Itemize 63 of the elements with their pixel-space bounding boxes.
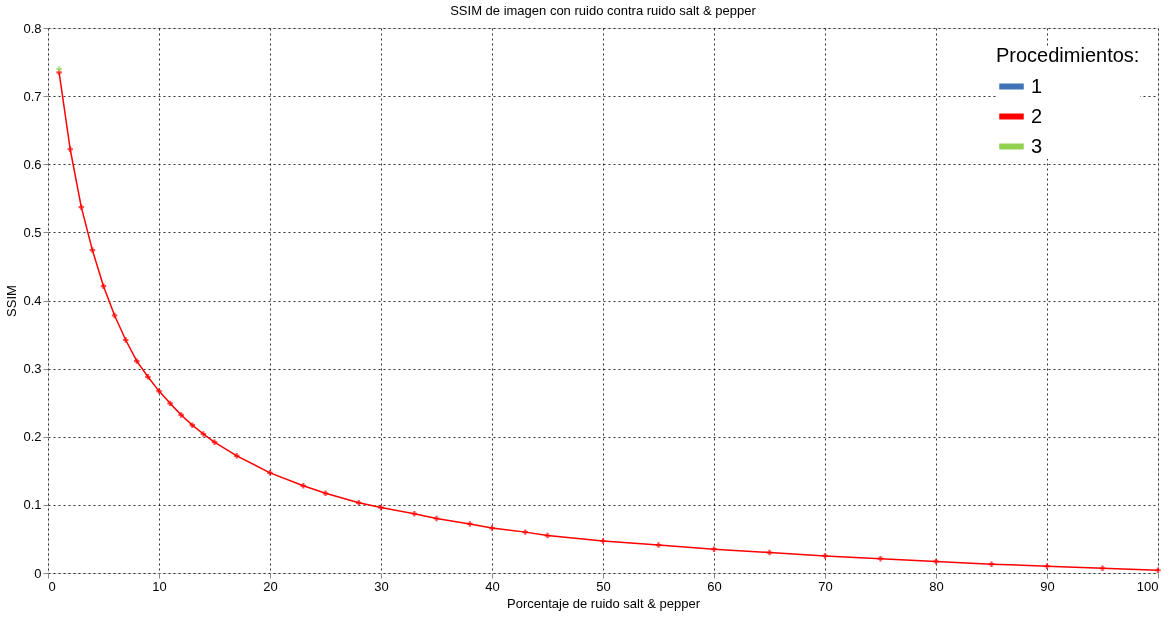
y-tick-label: 0.4 [23,293,42,308]
legend-title: Procedimientos: [996,44,1140,66]
point [322,490,329,497]
legend-label: 3 [1031,134,1043,157]
point [89,247,96,253]
point [178,412,184,418]
x-tick-label: 60 [707,578,722,594]
point [1155,567,1161,574]
x-tick-label: 40 [485,578,500,594]
x-tick-label: 20 [263,578,278,594]
point [522,529,529,535]
point [156,388,162,394]
point [933,558,939,565]
point [489,525,495,531]
y-tick-label: 0 [34,565,42,581]
y-tick-label: 0.3 [23,361,42,377]
point [134,358,140,364]
x-tick-label: 80 [929,578,944,594]
y-tick-label: 0.8 [23,20,42,36]
point [600,538,606,544]
point [433,515,440,522]
point [111,312,118,319]
point [378,504,384,511]
x-tick-label: 10 [152,578,167,594]
point [877,555,884,562]
point [233,453,240,459]
point [1044,563,1050,569]
point [67,146,73,152]
point [544,532,551,539]
x-tick-label: 30 [374,578,389,594]
x-tick-label: 100 [1136,578,1159,594]
x-axis-title: Porcentaje de ruido salt & pepper [507,595,701,611]
legend-label: 1 [1031,74,1043,97]
legend-label: 2 [1031,104,1043,127]
point [211,439,218,445]
x-tick-label: 70 [818,578,833,594]
point [122,337,129,343]
point [167,400,173,407]
point [145,374,151,380]
x-tick-label: 50 [596,578,611,594]
point [822,553,828,559]
y-tick-label: 0.5 [23,224,42,240]
y-axis-title: SSIM [4,285,20,317]
point [78,204,85,210]
x-tick-label: 90 [1040,578,1055,594]
y-tick-label: 0.2 [23,429,42,445]
y-tick-label: 0.1 [23,497,42,513]
point [766,549,773,556]
y-tick-label: 0.6 [23,156,42,172]
point [189,422,196,428]
chart-title: SSIM de imagen con ruido contra ruido salt & pepper [450,3,757,18]
point [988,561,995,567]
x-tick-label: 0 [48,578,56,594]
point [711,546,717,552]
point [1099,565,1106,571]
point [467,521,473,527]
point [300,483,307,489]
point [200,431,207,437]
point [655,542,662,548]
point [267,470,273,476]
y-tick-label: 0.7 [23,88,42,104]
point [356,500,362,506]
point [100,283,107,289]
